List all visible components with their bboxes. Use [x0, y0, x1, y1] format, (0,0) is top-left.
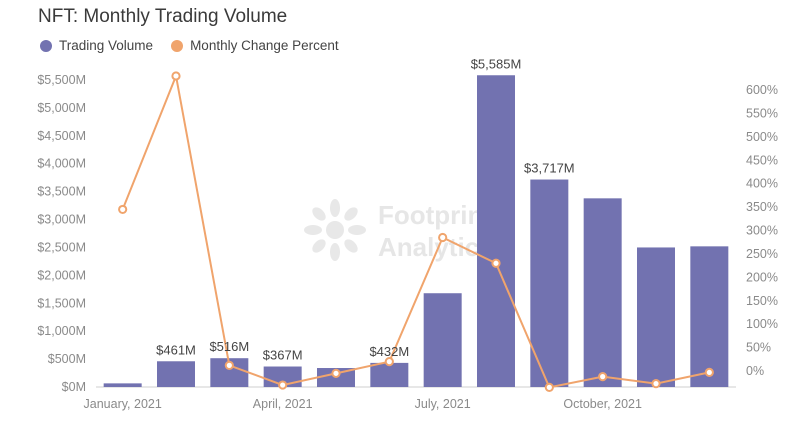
y-left-tick-label: $4,000M	[37, 157, 86, 171]
y-right-tick-label: 400%	[746, 177, 778, 191]
bar-data-label: $432M	[369, 344, 409, 359]
x-tick-label: July, 2021	[415, 397, 471, 411]
y-left-tick-label: $2,000M	[37, 268, 86, 282]
y-right-tick-label: 150%	[746, 294, 778, 308]
change-percent-point	[491, 258, 501, 268]
y-left-tick-label: $3,500M	[37, 185, 86, 199]
y-right-tick-label: 450%	[746, 153, 778, 167]
bar-data-label: $516M	[209, 339, 249, 354]
y-left-tick-label: $1,000M	[37, 324, 86, 338]
volume-bar	[370, 362, 409, 387]
legend-marker-trading-volume	[40, 39, 52, 52]
y-right-tick-label: 50%	[746, 341, 771, 355]
y-right-tick-label: 350%	[746, 200, 778, 214]
y-right-tick-label: 300%	[746, 224, 778, 238]
change-percent-line	[121, 72, 710, 389]
watermark: Footprint Analytics	[304, 199, 494, 262]
y-right-tick-label: 250%	[746, 247, 778, 261]
change-percent-point	[118, 204, 128, 215]
change-percent-point	[598, 372, 608, 382]
chart-title: NFT: Monthly Trading Volume	[38, 6, 288, 27]
change-percent-point	[384, 357, 394, 367]
volume-bar	[423, 293, 462, 387]
y-right-tick-label: 500%	[746, 130, 778, 144]
volume-bar	[477, 75, 515, 387]
change-percent-point	[651, 379, 661, 389]
volume-bar	[690, 246, 729, 387]
watermark-line-1: Footprint	[378, 200, 492, 230]
change-percent-point	[171, 71, 181, 81]
change-percent-point	[704, 367, 714, 378]
legend-item-trading-volume[interactable]: Trading Volume	[40, 38, 153, 53]
change-percent-point	[544, 382, 554, 392]
y-left-tick-label: $500M	[48, 352, 86, 366]
volume-bar	[157, 361, 195, 387]
legend-item-monthly-change[interactable]: Monthly Change Percent	[171, 38, 339, 53]
x-tick-label: January, 2021	[84, 397, 162, 411]
bar-data-label: $367M	[263, 348, 303, 363]
legend-label-trading-volume: Trading Volume	[59, 38, 154, 53]
legend: Trading Volume Monthly Change Percent	[40, 38, 357, 53]
bar-data-label: $461M	[156, 342, 196, 357]
legend-marker-monthly-change	[171, 39, 184, 52]
change-percent-point	[331, 368, 341, 378]
x-tick-label: April, 2021	[253, 397, 313, 411]
y-left-tick-label: $3,000M	[37, 213, 86, 227]
volume-bar	[103, 383, 142, 387]
bar-data-label: $5,585M	[471, 56, 522, 71]
y-left-tick-label: $4,500M	[37, 129, 86, 143]
volume-bar	[530, 179, 569, 387]
x-tick-label: October, 2021	[563, 397, 642, 411]
y-left-tick-label: $1,500M	[37, 296, 86, 310]
y-left-tick-label: $0M	[62, 380, 86, 394]
change-percent-point	[224, 360, 234, 370]
y-left-tick-label: $2,500M	[37, 240, 86, 254]
watermark-line-2: Analytics	[378, 232, 494, 262]
change-percent-point	[278, 380, 288, 390]
y-right-tick-label: 550%	[746, 106, 778, 120]
change-percent-point	[438, 232, 448, 243]
y-right-tick-label: 200%	[746, 270, 778, 284]
y-left-tick-label: $5,000M	[37, 101, 86, 115]
y-right-tick-label: 100%	[746, 317, 778, 331]
y-left-tick-label: $5,500M	[37, 73, 86, 87]
volume-bar	[583, 198, 622, 387]
y-right-tick-label: 0%	[746, 364, 764, 378]
legend-label-monthly-change: Monthly Change Percent	[190, 38, 339, 53]
volume-bar	[637, 247, 675, 387]
bar-data-label: $3,717M	[524, 161, 575, 176]
footprint-logo-icon	[304, 199, 366, 261]
y-right-tick-label: 600%	[746, 83, 778, 97]
